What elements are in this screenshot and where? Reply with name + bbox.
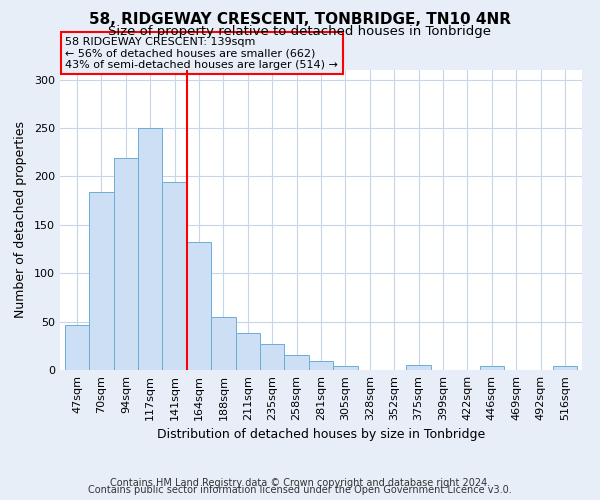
Text: Size of property relative to detached houses in Tonbridge: Size of property relative to detached ho… bbox=[109, 25, 491, 38]
Bar bbox=[406, 365, 431, 370]
Text: 58 RIDGEWAY CRESCENT: 139sqm
← 56% of detached houses are smaller (662)
43% of s: 58 RIDGEWAY CRESCENT: 139sqm ← 56% of de… bbox=[65, 37, 338, 70]
Y-axis label: Number of detached properties: Number of detached properties bbox=[14, 122, 27, 318]
Bar bbox=[65, 326, 89, 370]
Text: Contains public sector information licensed under the Open Government Licence v3: Contains public sector information licen… bbox=[88, 485, 512, 495]
Bar bbox=[479, 366, 504, 370]
Bar bbox=[260, 344, 284, 370]
Bar bbox=[113, 158, 138, 370]
Bar bbox=[187, 242, 211, 370]
Bar bbox=[333, 366, 358, 370]
Bar bbox=[163, 182, 187, 370]
Bar bbox=[138, 128, 163, 370]
Bar bbox=[236, 333, 260, 370]
Text: 58, RIDGEWAY CRESCENT, TONBRIDGE, TN10 4NR: 58, RIDGEWAY CRESCENT, TONBRIDGE, TN10 4… bbox=[89, 12, 511, 28]
Text: Contains HM Land Registry data © Crown copyright and database right 2024.: Contains HM Land Registry data © Crown c… bbox=[110, 478, 490, 488]
Bar bbox=[284, 354, 309, 370]
Bar bbox=[309, 362, 333, 370]
Bar bbox=[553, 366, 577, 370]
Bar bbox=[89, 192, 113, 370]
Bar bbox=[211, 317, 236, 370]
X-axis label: Distribution of detached houses by size in Tonbridge: Distribution of detached houses by size … bbox=[157, 428, 485, 442]
